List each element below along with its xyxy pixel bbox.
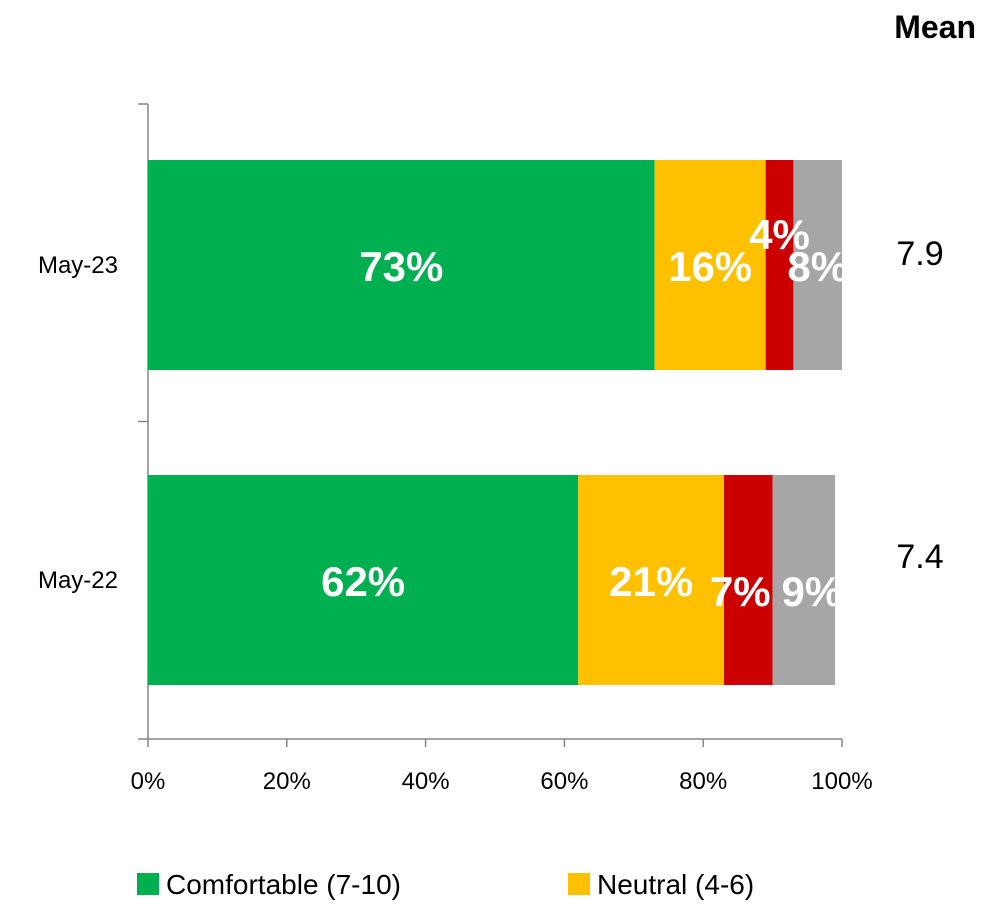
mean-column: Mean 7.9 7.4 <box>894 9 976 576</box>
legend-swatch <box>568 873 590 895</box>
bar-segment <box>148 475 579 685</box>
mean-value: 7.9 <box>896 235 943 273</box>
category-label: May-22 <box>38 567 118 594</box>
bar-data-label: 21% <box>609 558 693 605</box>
x-tick-label: 40% <box>402 768 450 795</box>
bar-segment <box>148 160 655 370</box>
x-tick-label: 100% <box>811 768 872 795</box>
chart-data-labels: 73% 16%4%8% 62% 21% 7% 9% <box>321 211 848 615</box>
legend-label: Comfortable (7-10) <box>166 869 401 900</box>
mean-value: 7.4 <box>896 538 943 576</box>
legend-label: Neutral (4-6) <box>597 869 754 900</box>
bar-data-label: 4% <box>749 211 810 258</box>
chart-legend: Comfortable (7-10) Neutral (4-6) <box>137 869 754 900</box>
bar-segment <box>654 160 766 370</box>
bar-segment <box>578 475 725 685</box>
x-tick-label: 80% <box>679 768 727 795</box>
bar-data-label: 62% <box>321 558 405 605</box>
category-label: May-23 <box>38 252 118 279</box>
bar-data-label: 8% <box>787 243 848 290</box>
bar-data-label: 73% <box>359 243 443 290</box>
bar-data-label: 9% <box>781 568 842 615</box>
chart-category-labels: May-23 May-22 <box>38 252 118 594</box>
x-tick-label: 60% <box>540 768 588 795</box>
chart-x-tick-labels: 0% 20% 40% 60% 80% 100% <box>131 768 873 795</box>
chart-bars <box>148 160 842 685</box>
x-tick-label: 20% <box>263 768 311 795</box>
bar-segment <box>765 160 794 370</box>
bar-segment <box>724 475 773 685</box>
bar-data-label: 16% <box>668 243 752 290</box>
bar-segment <box>793 160 842 370</box>
bar-data-label: 7% <box>710 568 771 615</box>
bar-segment <box>772 475 836 685</box>
mean-header: Mean <box>894 9 976 45</box>
legend-swatch <box>137 873 159 895</box>
x-tick-label: 0% <box>131 768 166 795</box>
